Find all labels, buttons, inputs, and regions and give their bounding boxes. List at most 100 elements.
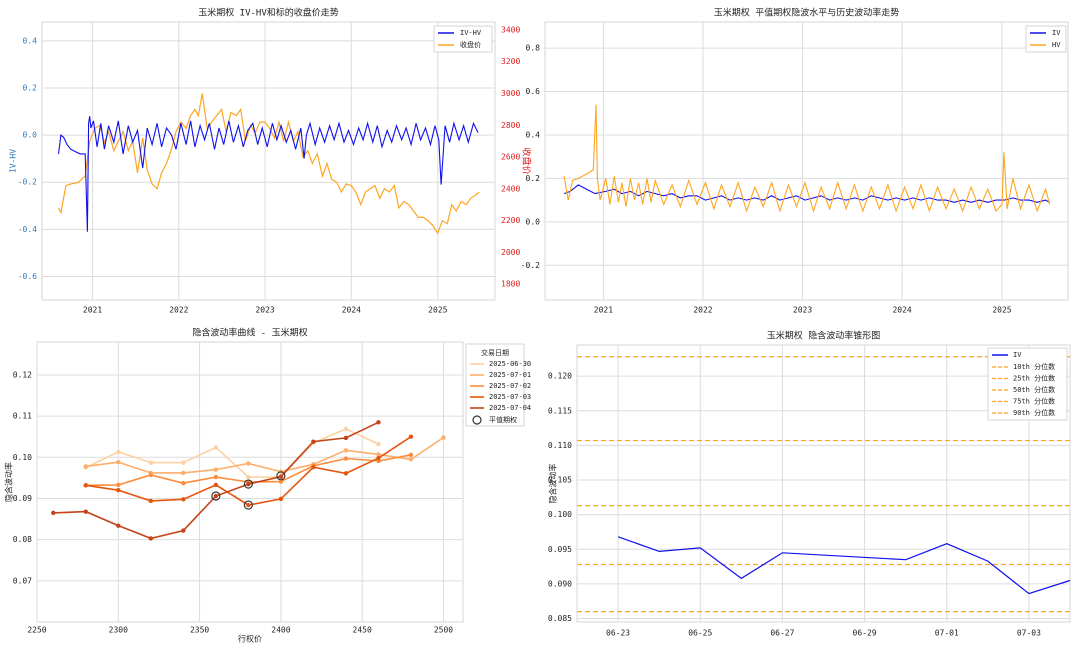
x-tick-label: 2022 — [693, 306, 712, 315]
smile-point — [116, 523, 121, 528]
chart-atm-iv-hv: 玉米期权 平值期权隐波水平与历史波动率走势 2021 2022 2023 2024 202… — [521, 7, 1069, 315]
smile-point — [213, 482, 219, 488]
x-tick-label: 06-23 — [606, 629, 630, 638]
x-axis-label: 行权价 — [238, 634, 262, 644]
legend-percentile-label: 75th 分位数 — [1013, 397, 1055, 406]
smile-point — [148, 536, 154, 541]
close-price-line — [57, 93, 480, 235]
legend-percentile-label: 90th 分位数 — [1013, 408, 1055, 417]
x-tick-label: 2500 — [434, 626, 453, 635]
smile-point — [441, 435, 446, 440]
y-tick-label: -0.2 — [18, 178, 37, 187]
legend-hv-label: HV — [1052, 41, 1061, 49]
legend-box — [433, 25, 493, 53]
smile-point — [343, 435, 349, 441]
smile-point — [278, 474, 284, 479]
smile-point — [116, 460, 121, 465]
smile-point — [83, 509, 88, 514]
legend-box — [1025, 25, 1067, 53]
y-tick-label: 0.100 — [548, 510, 572, 519]
chart-title: 玉米期权 IV-HV和标的收盘价走势 — [198, 7, 339, 19]
x-tick-label: 2025 — [428, 306, 447, 315]
legend: IV-HV 收盘价 — [433, 25, 493, 53]
x-tick-label: 2250 — [27, 626, 46, 635]
smile-point — [148, 460, 154, 465]
chart-iv-smile: 隐含波动率曲线 - 玉米期权 2250 2300 2350 2400 2450 2500 0.… — [4, 327, 532, 644]
chart-title: 玉米期权 隐含波动率锥形图 — [767, 330, 880, 342]
x-tick-label: 2024 — [892, 306, 911, 315]
smile-point — [376, 452, 381, 457]
smile-point — [376, 420, 381, 425]
smile-point — [343, 426, 349, 432]
hv-line — [563, 104, 1051, 213]
x-tick-label: 2021 — [594, 306, 613, 315]
plot-area — [544, 21, 1069, 301]
y-tick-label: 0.2 — [526, 174, 541, 183]
smile-point — [116, 449, 121, 455]
smile-series-2025-07-03 — [83, 434, 414, 508]
y2-tick-label: 3000 — [501, 89, 520, 98]
smile-line — [85, 428, 379, 478]
x-tick-label: 2021 — [83, 306, 102, 315]
y2-tick-label: 2800 — [501, 121, 520, 130]
y-tick-label: 0.10 — [13, 453, 32, 462]
legend-percentile-label: 50th 分位数 — [1013, 385, 1055, 394]
chart-iv-cone: 玉米期权 隐含波动率锥形图 06-23 06-25 06-27 06-29 07-01 07… — [548, 330, 1071, 638]
smile-point — [376, 455, 381, 461]
smile-point — [311, 439, 316, 444]
y-tick-label: 0.4 — [526, 130, 541, 139]
smile-point — [83, 483, 88, 488]
atm-marker — [243, 479, 253, 489]
legend-atm-label: 平值期权 — [489, 415, 517, 424]
y-tick-label: 0.11 — [13, 412, 32, 421]
x-tick-label: 06-27 — [770, 629, 794, 638]
smile-point — [213, 474, 219, 480]
x-tick-label: 06-25 — [688, 629, 712, 638]
x-tick-label: 2023 — [255, 306, 274, 315]
smile-point — [116, 482, 121, 488]
smile-point — [181, 497, 186, 502]
y-axis-label: 隐含波动率 — [548, 464, 558, 504]
x-tick-label: 2022 — [169, 306, 188, 315]
legend: 交易日期 2025-06-30 2025-07-01 2025-07-02 2025-0… — [465, 343, 531, 427]
smile-point — [278, 479, 284, 484]
y-tick-label: 0.110 — [548, 441, 572, 450]
x-tick-label: 06-29 — [853, 629, 877, 638]
smile-point — [181, 528, 186, 533]
y-tick-label: -0.4 — [18, 225, 37, 234]
y-tick-label: 0.085 — [548, 614, 572, 623]
legend-title: 交易日期 — [481, 348, 509, 357]
smile-point — [213, 467, 219, 472]
iv-line — [617, 536, 1071, 595]
x-tick-label: 2023 — [793, 306, 812, 315]
y2-axis-label: 收盘价 — [521, 147, 533, 174]
x-tick-label: 2300 — [109, 626, 128, 635]
y-tick-label: 0.09 — [13, 494, 32, 503]
smile-point — [343, 448, 349, 453]
legend: IV 10th 分位数 25th 分位数 50th 分位数 75th 分位数 90th 分… — [987, 347, 1068, 421]
smile-point — [246, 502, 251, 508]
y-tick-label: 0.12 — [13, 370, 32, 379]
y-tick-label: 0.120 — [548, 372, 572, 381]
y2-tick-label: 3400 — [501, 25, 520, 34]
legend-label: 2025-07-04 — [489, 404, 531, 412]
y2-tick-label: 1800 — [501, 280, 520, 289]
y-tick-label: 0.07 — [13, 576, 32, 585]
smile-point — [116, 488, 121, 493]
y2-tick-label: 2400 — [501, 184, 520, 193]
y-tick-label: 0.090 — [548, 579, 572, 588]
y-tick-label: 0.4 — [23, 36, 38, 45]
legend-iv-label: IV — [1013, 351, 1022, 359]
legend: IV HV — [1025, 25, 1067, 53]
smile-point — [51, 510, 56, 516]
smile-point — [148, 472, 154, 478]
chart-title: 隐含波动率曲线 - 玉米期权 — [192, 327, 307, 339]
smile-point — [408, 452, 414, 458]
y-tick-label: 0.6 — [526, 87, 541, 96]
x-tick-label: 2350 — [190, 626, 209, 635]
y-tick-label: 0.0 — [23, 131, 38, 140]
atm-marker — [243, 500, 253, 510]
y-tick-label: 0.0 — [526, 217, 541, 226]
smile-point — [343, 471, 349, 476]
